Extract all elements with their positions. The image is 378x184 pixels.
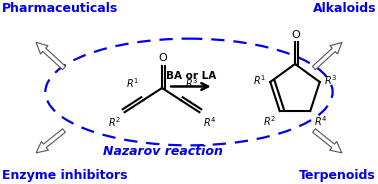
Text: $R^1$: $R^1$: [253, 73, 266, 87]
Text: $R^2$: $R^2$: [263, 114, 276, 128]
Text: $R^1$: $R^1$: [126, 76, 139, 90]
Text: BA or LA: BA or LA: [166, 71, 216, 82]
Text: Alkaloids: Alkaloids: [313, 2, 376, 15]
Text: O: O: [291, 30, 301, 40]
Text: O: O: [159, 53, 167, 63]
Text: $R^2$: $R^2$: [107, 115, 121, 129]
Text: $R^3$: $R^3$: [324, 73, 337, 87]
Text: Pharmaceuticals: Pharmaceuticals: [2, 2, 118, 15]
Text: Nazarov reaction: Nazarov reaction: [102, 145, 223, 158]
Text: Enzyme inhibitors: Enzyme inhibitors: [2, 169, 127, 182]
Text: $R^4$: $R^4$: [314, 114, 328, 128]
Text: $R^4$: $R^4$: [203, 115, 217, 129]
Text: $R^3$: $R^3$: [185, 76, 198, 90]
Text: Terpenoids: Terpenoids: [299, 169, 376, 182]
